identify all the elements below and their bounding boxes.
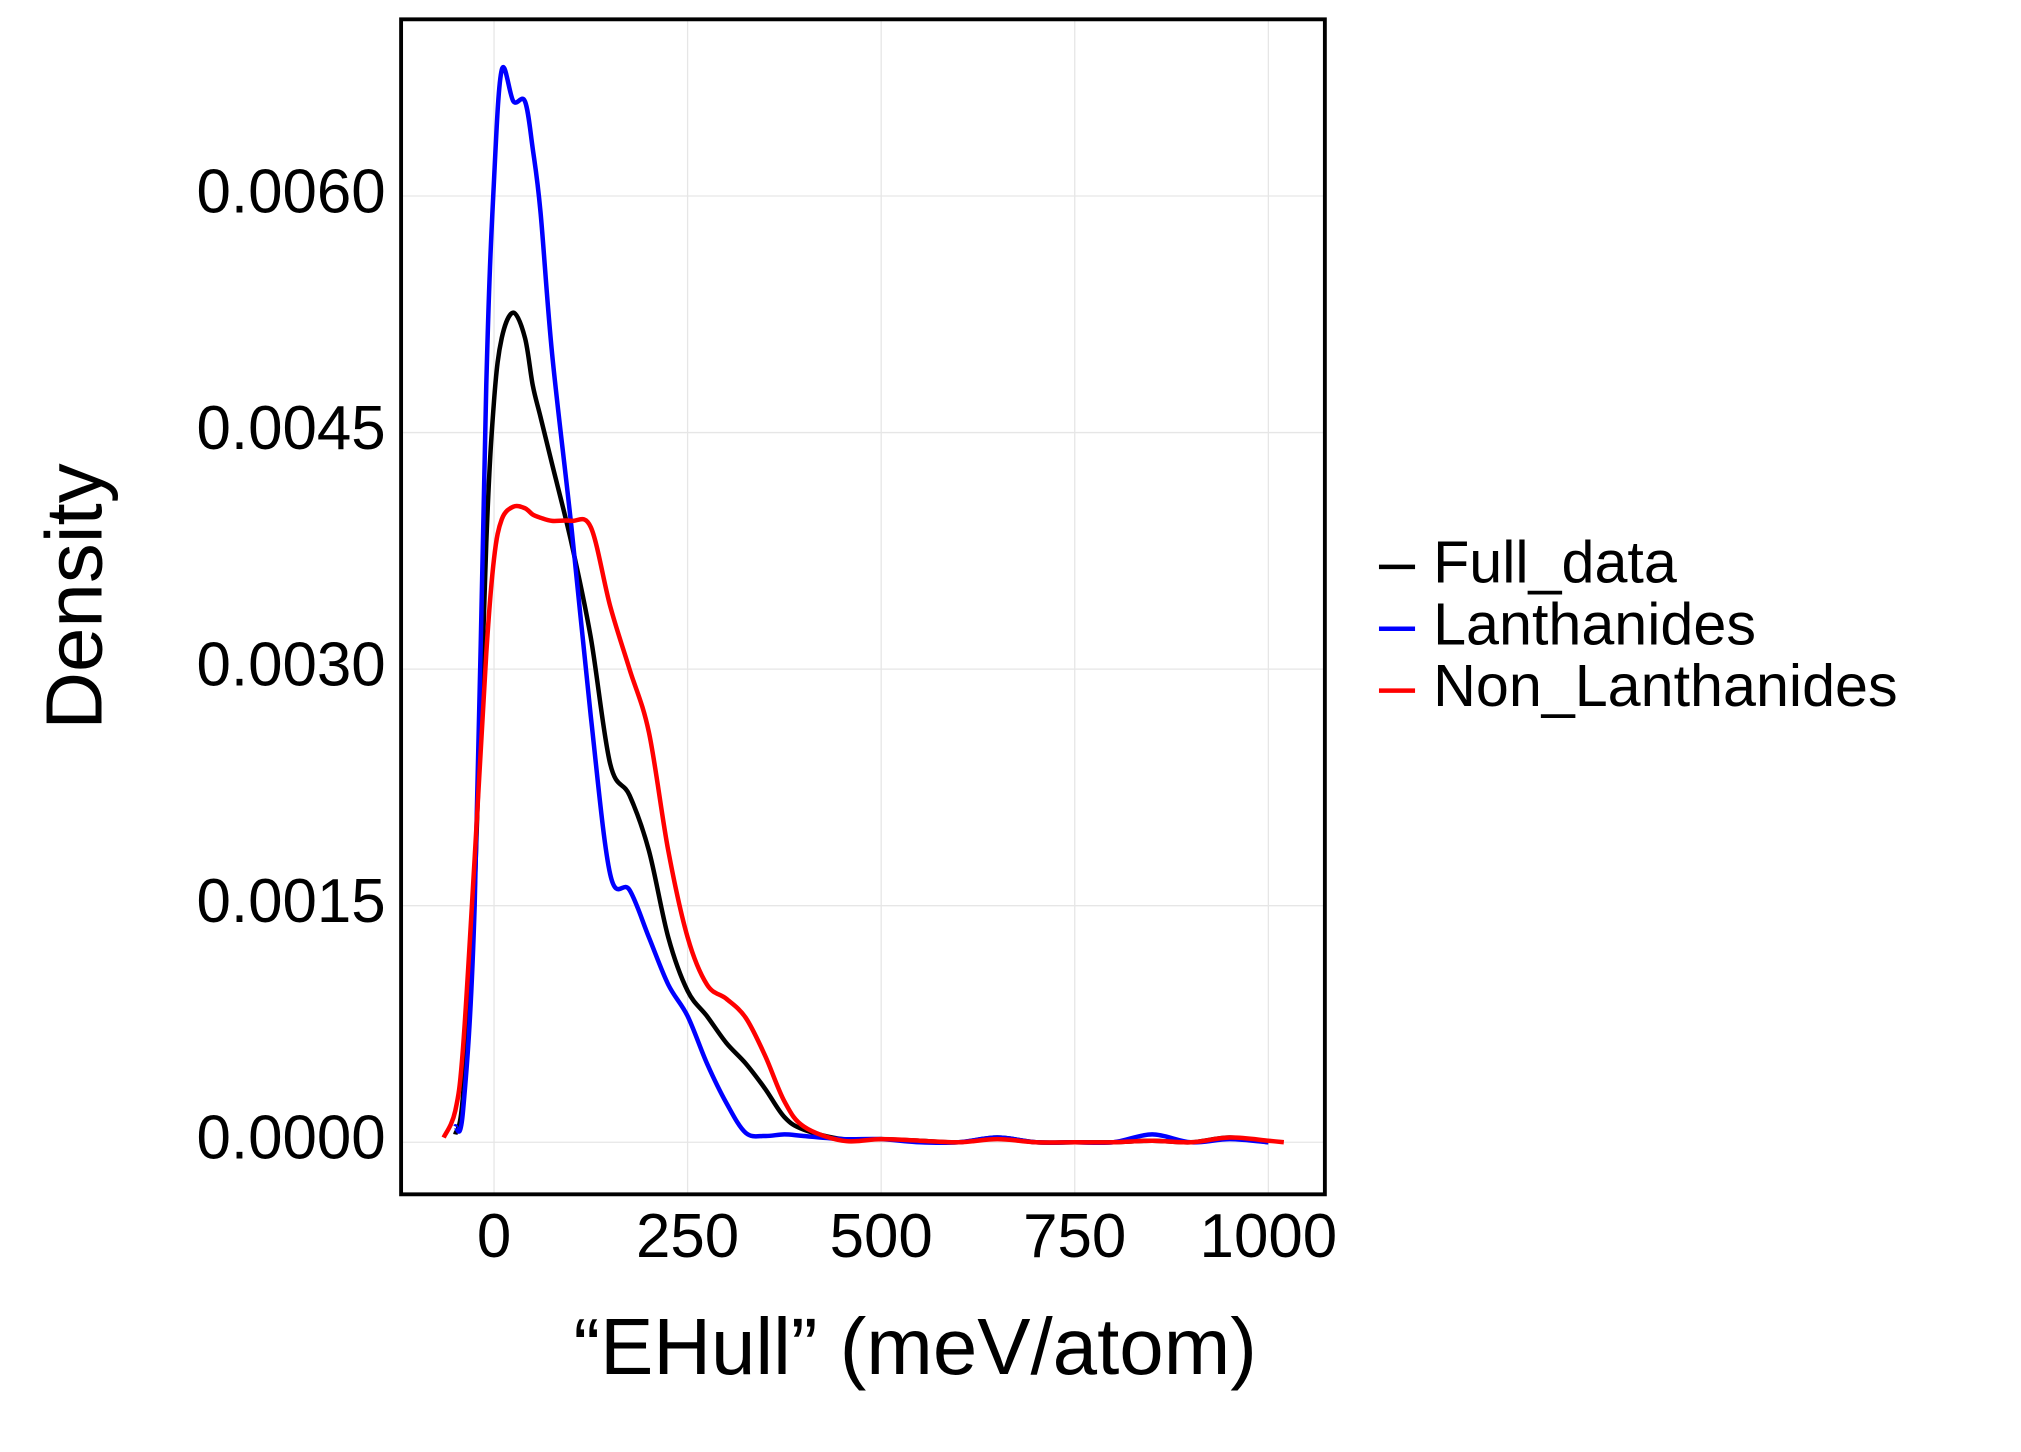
density-line bbox=[453, 310, 1269, 1145]
x-tick-label: 750 bbox=[1023, 1202, 1126, 1271]
density-line bbox=[453, 64, 1269, 1146]
density-line bbox=[441, 503, 1285, 1145]
y-tick-label: 0.0060 bbox=[197, 157, 386, 226]
y-axis-label: Density bbox=[29, 463, 118, 729]
x-tick-label: 250 bbox=[636, 1202, 739, 1271]
x-tick-label: 1000 bbox=[1200, 1202, 1338, 1271]
y-tick-label: 0.0015 bbox=[197, 867, 386, 936]
y-tick-label: 0.0030 bbox=[197, 630, 386, 699]
y-tick-label: 0.0045 bbox=[197, 394, 386, 463]
legend-label: Lanthanides bbox=[1433, 590, 1756, 657]
legend-label: Full_data bbox=[1433, 529, 1677, 596]
x-tick-label: 500 bbox=[830, 1202, 933, 1271]
x-tick-label: 0 bbox=[477, 1202, 511, 1271]
plot-frame bbox=[399, 17, 1327, 1197]
x-axis-label: “EHull” (meV/atom) bbox=[573, 1302, 1256, 1391]
legend-label: Non_Lanthanides bbox=[1433, 652, 1898, 719]
y-tick-label: 0.0000 bbox=[197, 1104, 386, 1173]
